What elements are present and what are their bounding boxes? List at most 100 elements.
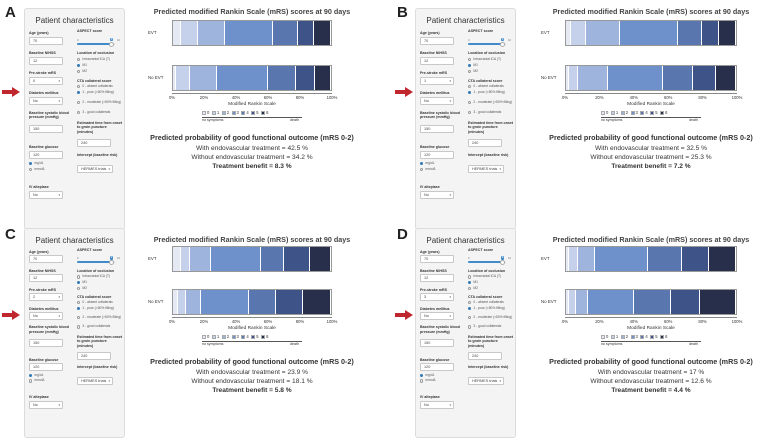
nihss-input[interactable]: 12	[29, 274, 63, 283]
radio-icon	[468, 85, 472, 89]
intercept-label-text: Intercept (baseline risk)	[468, 153, 509, 157]
cta-radio-2[interactable]: 2 - moderate (>50% filling)	[468, 100, 514, 105]
prestroke-mrs-select[interactable]: 1 ▾	[420, 77, 454, 85]
occlusion-radio-2[interactable]: M1	[468, 280, 478, 285]
glucose-unit-radio-1[interactable]: mg/dL	[29, 373, 44, 378]
diabetes-select[interactable]: No ▾	[29, 312, 63, 321]
age-label-text: Age (years)	[420, 249, 440, 254]
iv-alteplase-select[interactable]: No ▾	[420, 191, 454, 199]
diabetes-select[interactable]: No ▾	[420, 97, 454, 105]
systolic-bp-input[interactable]: 150	[420, 125, 454, 133]
mrs-4-segment	[662, 66, 694, 90]
aspect-slider[interactable]	[77, 259, 115, 265]
intercept-select[interactable]: HERMES trials ▾	[77, 376, 113, 385]
nihss-input[interactable]: 12	[420, 57, 454, 65]
nihss-label: Baseline NIHSS	[420, 269, 460, 273]
radio-label: 2 - moderate (>50% filling)	[82, 100, 122, 104]
age-input[interactable]: 70	[29, 37, 63, 45]
cta-radio-2[interactable]: 2 - moderate (>50% filling)	[77, 100, 123, 105]
glucose-label-text: Baseline glucose	[29, 145, 59, 149]
occlusion-radio-3[interactable]: M2	[77, 286, 87, 291]
systolic-bp-input[interactable]: 150	[29, 338, 63, 347]
legend-item-0: 0	[202, 110, 209, 115]
glucose-unit-radio-1[interactable]: mg/dL	[420, 373, 435, 378]
glucose-unit-radio-2[interactable]: mmol/L	[420, 378, 436, 383]
cta-radio-0[interactable]: 0 - absent collaterals	[77, 84, 123, 89]
legend-swatch	[202, 334, 206, 339]
occlusion-radio-2[interactable]: M1	[468, 63, 478, 68]
aspect-slider-handle[interactable]	[108, 259, 114, 265]
legend-item-4: 4	[640, 334, 648, 339]
cta-radio-1[interactable]: 1 - poor (<50% filling)	[77, 306, 123, 311]
occlusion-radio-3[interactable]: M2	[77, 69, 87, 74]
onset-time-input[interactable]: 240	[468, 351, 502, 360]
aspect-slider[interactable]	[468, 259, 506, 265]
diabetes-select-value: No	[33, 99, 38, 103]
prestroke-mrs-select[interactable]: 2 ▾	[29, 293, 63, 302]
cta-radio-1[interactable]: 1 - poor (<50% filling)	[468, 90, 514, 95]
glucose-unit-radio-2[interactable]: mmol/L	[420, 167, 436, 172]
onset-time-input[interactable]: 240	[77, 139, 111, 147]
cta-radio-0[interactable]: 0 - absent collaterals	[468, 84, 514, 89]
diabetes-select[interactable]: No ▾	[420, 312, 454, 321]
aspect-slider-handle[interactable]	[499, 259, 505, 265]
prestroke-mrs-select[interactable]: 0 ▾	[29, 77, 63, 85]
glucose-unit-radio-1[interactable]: mg/dL	[29, 161, 44, 166]
cta-radio-1[interactable]: 1 - poor (<50% filling)	[77, 90, 123, 95]
glucose-unit-radio-1[interactable]: mg/dL	[420, 161, 435, 166]
iv-alteplase-select[interactable]: No ▾	[29, 191, 63, 199]
legend-item-5: 5	[251, 334, 259, 339]
occlusion-radio-2[interactable]: M1	[77, 280, 87, 285]
glucose-unit-radio-2[interactable]: mmol/L	[29, 378, 45, 383]
iv-alteplase-select[interactable]: No ▾	[420, 401, 454, 410]
nihss-input[interactable]: 12	[29, 57, 63, 65]
legend-swatch	[650, 110, 655, 115]
aspect-label-text: ASPECT score	[77, 29, 103, 33]
red-arrow-icon	[2, 84, 20, 97]
glucose-unit-radio-2[interactable]: mmol/L	[29, 167, 45, 172]
cta-radio-3[interactable]: 3 - good collaterals	[468, 325, 514, 329]
occlusion-radio-1[interactable]: Intracranial ICA (T)	[468, 274, 501, 279]
systolic-bp-input[interactable]: 150	[420, 338, 454, 347]
cta-radio-3[interactable]: 3 - good collaterals	[468, 110, 514, 115]
aspect-slider[interactable]	[468, 41, 506, 47]
cta-radio-3[interactable]: 3 - good collaterals	[77, 110, 123, 115]
cta-radio-0[interactable]: 0 - absent collaterals	[468, 300, 514, 305]
occlusion-radio-3[interactable]: M2	[468, 286, 478, 291]
age-input[interactable]: 70	[420, 37, 454, 45]
age-input[interactable]: 70	[29, 255, 63, 264]
occlusion-radio-1[interactable]: Intracranial ICA (T)	[77, 57, 110, 62]
diabetes-select[interactable]: No ▾	[29, 97, 63, 105]
glucose-input[interactable]: 120	[420, 363, 454, 372]
with-evt-probability: With endovascular treatment = 32.5 %	[595, 145, 707, 152]
chart-title: Predicted modified Rankin Scale (mRS) sc…	[552, 7, 750, 16]
intercept-select[interactable]: HERMES trials ▾	[468, 376, 504, 385]
prestroke-mrs-select[interactable]: 3 ▾	[420, 293, 454, 302]
iv-alteplase-select[interactable]: No ▾	[29, 401, 63, 410]
glucose-input[interactable]: 120	[29, 363, 63, 372]
radio-icon	[468, 316, 472, 320]
occlusion-radio-3[interactable]: M2	[468, 69, 478, 74]
cta-radio-2[interactable]: 2 - moderate (>50% filling)	[77, 315, 123, 320]
age-input[interactable]: 70	[420, 255, 454, 264]
onset-time-input[interactable]: 240	[468, 139, 502, 147]
cta-radio-3[interactable]: 3 - good collaterals	[77, 325, 123, 329]
cta-radio-0[interactable]: 0 - absent collaterals	[77, 300, 123, 305]
aspect-slider[interactable]	[77, 41, 115, 47]
aspect-slider-handle[interactable]	[108, 41, 114, 47]
nihss-input[interactable]: 12	[420, 274, 454, 283]
legend-swatch	[650, 334, 655, 339]
occlusion-radio-2[interactable]: M1	[77, 63, 87, 68]
intercept-select[interactable]: HERMES trials ▾	[77, 165, 113, 173]
glucose-input[interactable]: 120	[420, 151, 454, 159]
occlusion-radio-1[interactable]: Intracranial ICA (T)	[77, 274, 110, 279]
legend-item-6: 6	[261, 110, 268, 115]
cta-radio-2[interactable]: 2 - moderate (>50% filling)	[468, 315, 514, 320]
cta-radio-1[interactable]: 1 - poor (<50% filling)	[468, 306, 514, 311]
intercept-select[interactable]: HERMES trials ▾	[468, 165, 504, 173]
glucose-input[interactable]: 120	[29, 151, 63, 159]
systolic-bp-input[interactable]: 150	[29, 125, 63, 133]
onset-time-input[interactable]: 240	[77, 351, 111, 360]
aspect-slider-handle[interactable]	[499, 41, 505, 47]
occlusion-radio-1[interactable]: Intracranial ICA (T)	[468, 57, 501, 62]
